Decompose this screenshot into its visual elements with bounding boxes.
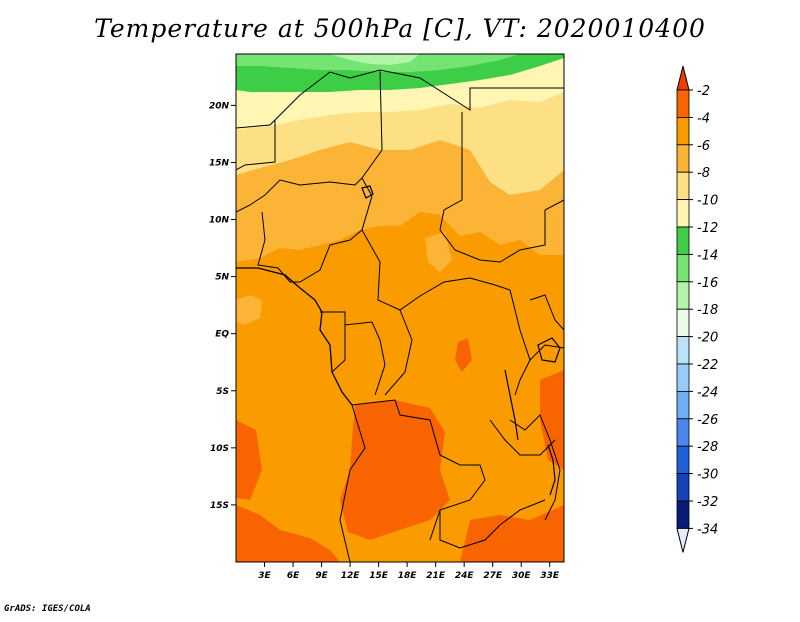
x-tick-label: 30E <box>512 571 532 581</box>
x-tick-label: 9E <box>315 571 328 581</box>
x-tick-label: 33E <box>540 571 560 581</box>
border-line <box>339 404 366 562</box>
legend-label: -32 <box>697 495 718 510</box>
legend-cap-low <box>676 527 690 553</box>
y-tick-label: 20N <box>209 101 230 111</box>
field-region-minus2 <box>340 400 450 540</box>
border-line <box>236 120 276 171</box>
y-tick-label: 15N <box>209 158 230 168</box>
y-tick-label: 5N <box>215 273 229 283</box>
legend-label: -10 <box>697 194 718 209</box>
legend-label: -2 <box>697 84 710 99</box>
coastline <box>236 267 353 406</box>
legend-swatch <box>676 445 690 475</box>
coastline-west <box>236 267 353 406</box>
legend-swatch <box>676 308 690 338</box>
color-legend: -2 -4 -6 -8 -10 -12 -14 -16 -18 -20 -22 -24 -26 -28 -3… <box>676 65 718 553</box>
legend-cap-high <box>676 65 690 91</box>
x-tick-label: 6E <box>287 571 300 581</box>
legend-label: -20 <box>697 331 718 346</box>
border-line <box>236 177 363 213</box>
border-line <box>384 309 413 396</box>
map-title: Temperature at 500hPa [C], VT: 202001040… <box>94 14 706 43</box>
lakes <box>361 185 561 496</box>
legend-swatch <box>676 199 690 228</box>
y-tick-label: 10S <box>210 444 229 454</box>
border-line <box>236 69 564 129</box>
legend-label: -12 <box>697 221 718 236</box>
x-tick-label: 3E <box>258 571 271 581</box>
legend-swatch <box>676 144 690 173</box>
field-region-patch-a <box>236 295 262 325</box>
x-tick-label: 21E <box>426 571 446 581</box>
legend-label: -4 <box>697 111 710 126</box>
field-region-minus16 <box>330 54 420 65</box>
border-line <box>529 294 564 331</box>
border-line <box>320 311 386 396</box>
legend-label: -8 <box>697 166 710 181</box>
border-line <box>299 229 363 283</box>
legend-swatch <box>676 253 690 283</box>
y-tick-label: 10N <box>209 216 230 226</box>
y-tick-label: 15S <box>210 501 229 511</box>
border-line <box>439 499 546 549</box>
y-tick-label: EQ <box>215 330 229 340</box>
legend-swatch <box>676 390 690 420</box>
legend-label: -28 <box>697 440 718 455</box>
legend-swatch <box>676 171 690 200</box>
plot-frame <box>235 53 565 563</box>
x-axis: 3E 6E 9E 12E 15E 18E 21E 24E 27E 30E 33E <box>258 562 560 581</box>
field-region-minus2-se <box>460 505 564 562</box>
x-tick-label: 12E <box>341 571 361 581</box>
x-tick-label: 15E <box>369 571 389 581</box>
x-tick-label: 24E <box>455 571 475 581</box>
legend-label: -6 <box>697 139 710 154</box>
legend-label: -14 <box>697 248 718 263</box>
legend-swatch <box>676 336 690 365</box>
border-line <box>257 211 300 283</box>
lake-chad <box>361 185 374 199</box>
legend-swatch <box>676 89 690 118</box>
x-tick-label: 18E <box>398 571 418 581</box>
legend-swatch <box>676 473 690 502</box>
field-region-minus2-sw <box>236 505 340 562</box>
border-line <box>351 399 486 541</box>
border-line <box>529 344 564 361</box>
lake-malawi <box>547 444 556 496</box>
lake-victoria <box>537 337 561 363</box>
legend-label: -30 <box>697 468 718 483</box>
border-line <box>509 414 561 521</box>
field-region-patch-b <box>425 232 452 272</box>
legend-swatch <box>676 363 690 392</box>
border-line <box>331 325 346 373</box>
legend-label: -16 <box>697 276 718 291</box>
border-line <box>439 112 564 263</box>
legend-swatch <box>676 418 690 447</box>
legend-label: -34 <box>697 522 718 537</box>
legend-swatch <box>676 117 690 146</box>
country-borders <box>236 69 564 562</box>
legend-label: -18 <box>697 303 718 318</box>
legend-swatch <box>676 281 690 310</box>
field-region-minus2-c <box>455 338 472 372</box>
temperature-field <box>236 54 564 562</box>
field-region-minus2-e <box>540 370 564 470</box>
legend-label: -22 <box>697 358 718 373</box>
x-tick-label: 27E <box>483 571 503 581</box>
y-axis: 20N 15N 10N 5N EQ 5S 10S 15S <box>209 101 236 511</box>
legend-swatch <box>676 500 690 529</box>
lake-tanganyika <box>504 369 519 441</box>
legend-swatch <box>676 226 690 255</box>
border-line <box>489 419 556 456</box>
y-tick-label: 5S <box>216 387 229 397</box>
field-region-minus2-w <box>236 420 262 500</box>
credit-text: GrADS: IGES/COLA <box>4 604 91 614</box>
legend-label: -26 <box>697 413 718 428</box>
legend-label: -24 <box>697 385 718 400</box>
